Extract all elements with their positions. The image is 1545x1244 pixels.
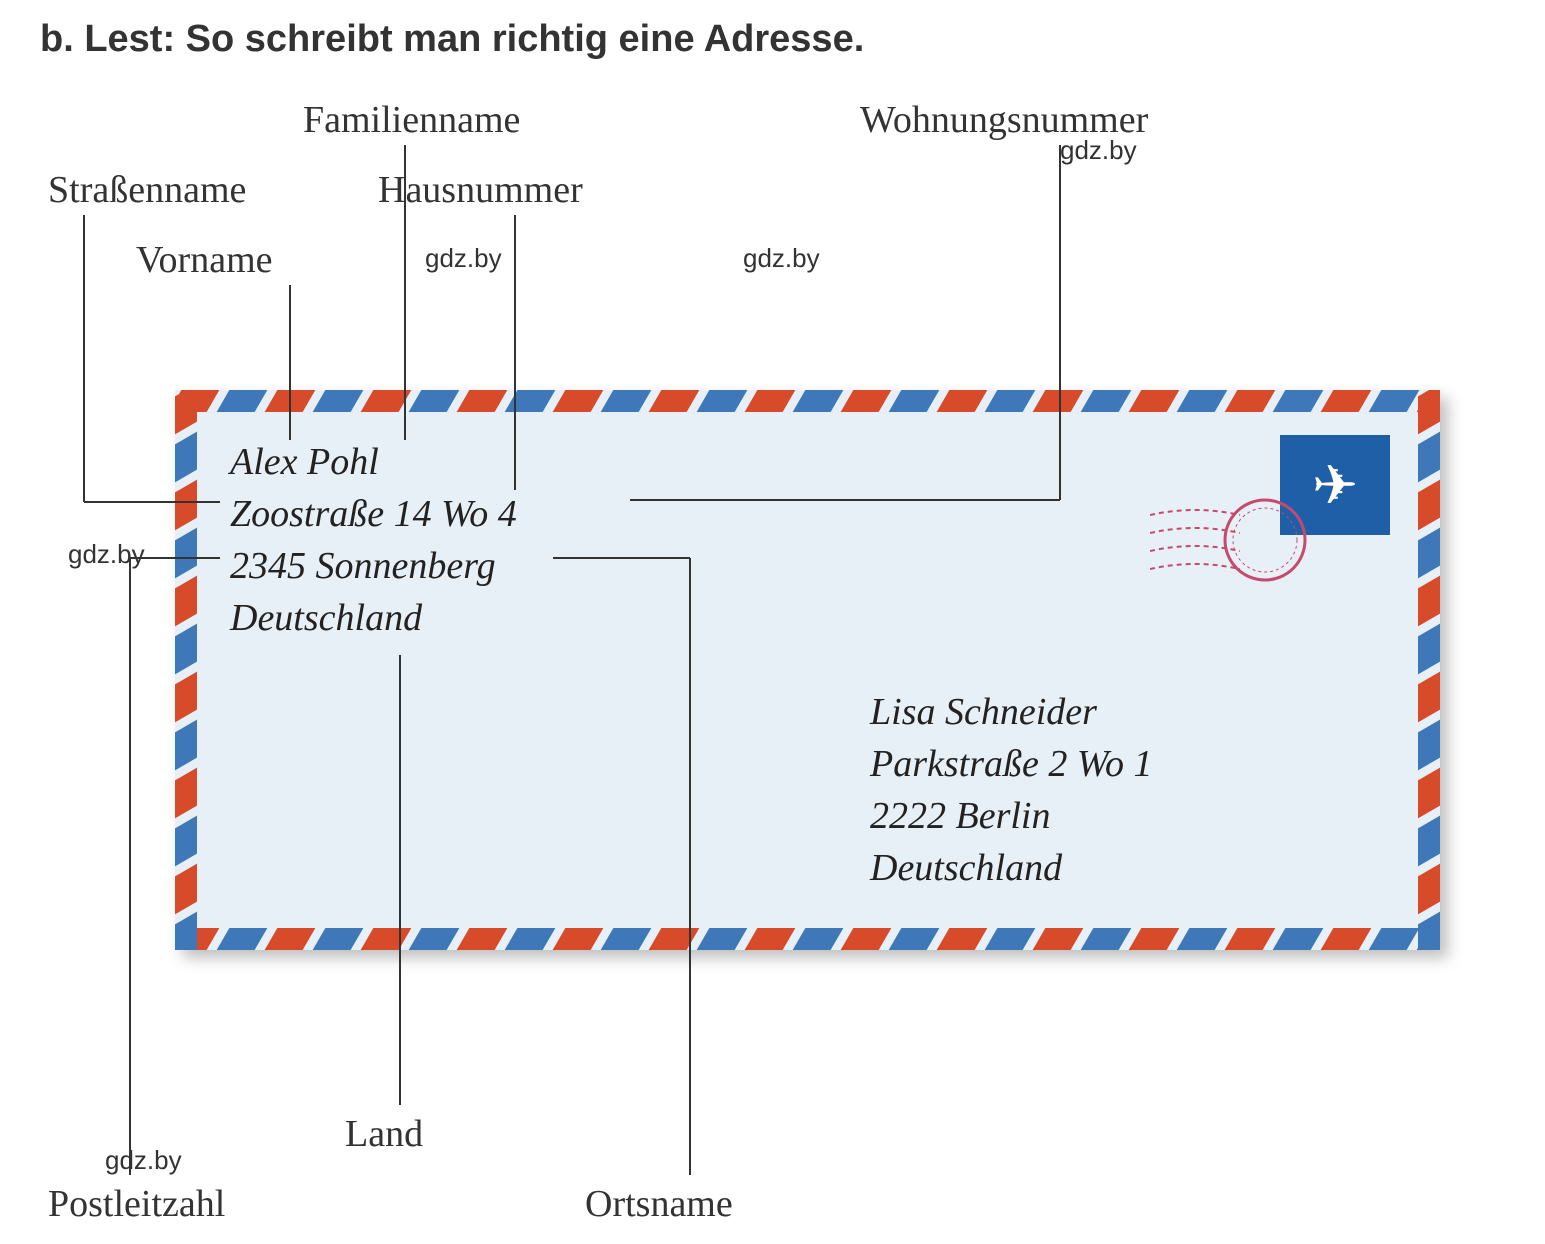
envelope-border-top xyxy=(175,390,1440,412)
envelope: Alex Pohl Zoostraße 14 Wo 4 2345 Sonnenb… xyxy=(175,390,1440,950)
watermark: gdz.by xyxy=(1060,135,1137,166)
watermark: gdz.by xyxy=(425,243,502,274)
watermark: gdz.by xyxy=(68,539,145,570)
airplane-icon: ✈ xyxy=(1312,453,1358,517)
label-familienname: Familienname xyxy=(303,98,520,142)
sender-name: Alex Pohl xyxy=(230,440,379,484)
sender-country: Deutschland xyxy=(230,596,422,640)
sender-city: 2345 Sonnenberg xyxy=(230,544,496,588)
label-ortsname: Ortsname xyxy=(585,1182,733,1226)
sender-street: Zoostraße 14 Wo 4 xyxy=(230,492,517,536)
label-vorname: Vorname xyxy=(136,238,273,282)
recipient-street: Parkstraße 2 Wo 1 xyxy=(870,742,1153,786)
watermark: gdz.by xyxy=(743,243,820,274)
envelope-border-left xyxy=(175,390,197,950)
recipient-country: Deutschland xyxy=(870,846,1062,890)
label-postleitzahl: Postleitzahl xyxy=(48,1182,225,1226)
envelope-border-right xyxy=(1418,390,1440,950)
label-land: Land xyxy=(345,1112,423,1156)
envelope-border-bottom xyxy=(175,928,1440,950)
label-hausnummer: Hausnummer xyxy=(378,168,583,212)
postmark-icon xyxy=(1150,485,1310,595)
recipient-name: Lisa Schneider xyxy=(870,690,1097,734)
exercise-heading: b. Lest: So schreibt man richtig eine Ad… xyxy=(40,18,864,61)
label-strassenname: Straßenname xyxy=(48,168,246,212)
watermark: gdz.by xyxy=(105,1145,182,1176)
recipient-city: 2222 Berlin xyxy=(870,794,1050,838)
